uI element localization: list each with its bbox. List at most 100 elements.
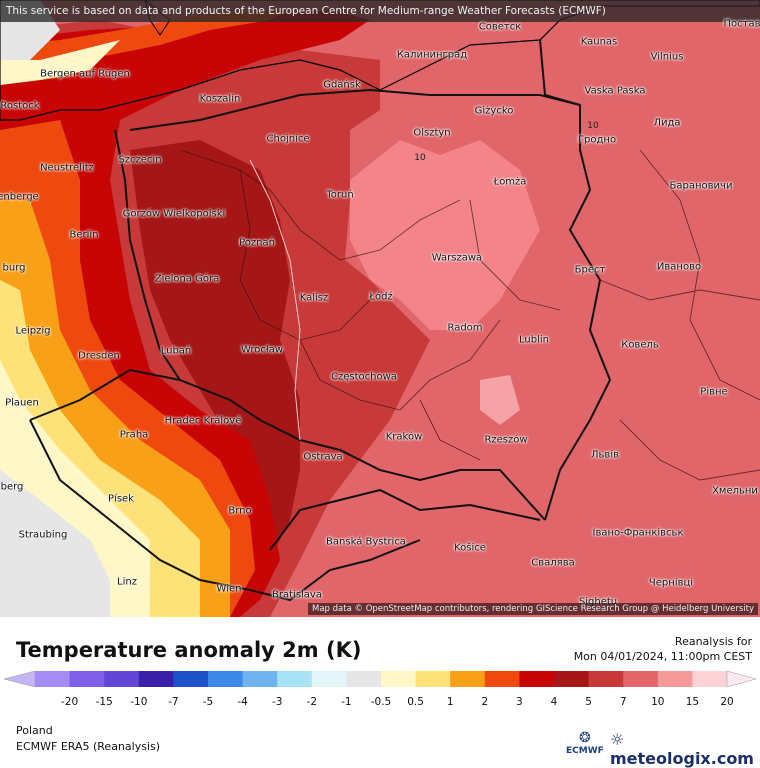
scale-tick-label: 15 xyxy=(685,696,700,708)
city-label: Советск xyxy=(478,21,522,33)
city-label: Kaunas xyxy=(580,36,618,48)
region-label: Poland xyxy=(16,724,53,737)
city-label: Poznań xyxy=(239,237,275,249)
scale-tick-label: -3 xyxy=(271,696,283,708)
city-label: Vaska Paska xyxy=(584,85,646,97)
scale-swatch xyxy=(519,671,555,687)
city-label: Калининград xyxy=(396,49,468,61)
city-label: Toruń xyxy=(326,189,354,201)
scale-swatch xyxy=(311,671,347,687)
city-label: Bratislava xyxy=(272,589,322,601)
city-label: burg xyxy=(2,262,26,274)
scale-swatch xyxy=(173,671,209,687)
ecmwf-logo-text: ECMWF xyxy=(566,746,604,756)
city-label: Neustrelitz xyxy=(40,162,94,174)
city-label: Hradec Králové xyxy=(164,415,242,427)
scale-tick-label: -10 xyxy=(130,696,148,708)
city-label: Лида xyxy=(653,117,681,129)
meteologix-logo[interactable]: ☼ meteologix.com xyxy=(610,730,760,768)
map-attribution: Map data © OpenStreetMap contributors, r… xyxy=(308,603,758,615)
city-label: Kraków xyxy=(385,431,423,443)
scale-swatch xyxy=(277,671,313,687)
city-label: Львів xyxy=(591,449,619,461)
scale-tick-label: -4 xyxy=(237,696,248,708)
scale-tick-label: -15 xyxy=(95,696,113,708)
ecmwf-logo: ❂ ECMWF xyxy=(566,730,604,756)
scale-tick-label: 3 xyxy=(516,696,523,708)
reanalysis-label: Reanalysis for xyxy=(674,635,752,648)
city-label: Chojnice xyxy=(266,133,310,145)
scale-swatch xyxy=(657,671,693,687)
scale-swatch xyxy=(35,671,71,687)
color-scale-bar xyxy=(3,670,757,688)
city-label: Wrocław xyxy=(240,344,284,356)
city-label: enberge xyxy=(0,191,39,203)
city-label: Wien xyxy=(216,583,242,595)
scale-swatch xyxy=(69,671,105,687)
city-label: Брест xyxy=(574,264,606,276)
city-label: Straubing xyxy=(18,529,68,541)
city-label: Radom xyxy=(447,322,483,334)
city-label: Хмельни xyxy=(712,485,758,497)
ecmwf-logo-mark: ❂ xyxy=(579,730,591,746)
city-label: Lublin xyxy=(519,334,549,346)
scale-max-arrow xyxy=(726,670,757,688)
city-label: Dresden xyxy=(78,350,120,362)
scale-tick-label: -5 xyxy=(202,696,214,708)
scale-tick-label: -2 xyxy=(306,696,318,708)
model-label: ECMWF ERA5 (Reanalysis) xyxy=(16,740,161,753)
city-label: Гродно xyxy=(577,134,617,146)
scale-swatch xyxy=(415,671,451,687)
isotherm-value: 10 xyxy=(587,121,599,131)
scale-swatch xyxy=(692,671,728,687)
city-label: Brno xyxy=(228,505,252,517)
scale-tick-label: 7 xyxy=(619,696,627,708)
city-label: Košice xyxy=(454,542,486,554)
scale-tick-label: 0.5 xyxy=(407,696,424,708)
reanalysis-time: Reanalysis for Mon 04/01/2024, 11:00pm C… xyxy=(574,634,752,664)
city-label: Łódź xyxy=(369,291,393,303)
scale-tick-label: 20 xyxy=(720,696,734,708)
legend-title: Temperature anomaly 2m (K) xyxy=(16,638,362,662)
data-source-banner: This service is based on data and produc… xyxy=(0,0,760,22)
meteologix-text: meteologix.com xyxy=(610,749,754,768)
city-label: Koszalin xyxy=(199,93,241,105)
temperature-anomaly-map[interactable]: This service is based on data and produc… xyxy=(0,0,760,617)
city-label: Písek xyxy=(108,493,134,505)
anomaly-field xyxy=(0,0,760,617)
city-label: berg xyxy=(0,481,24,493)
scale-swatch xyxy=(450,671,486,687)
scale-tick-label: -20 xyxy=(61,696,79,708)
city-label: Banská Bystrica xyxy=(326,536,406,548)
city-label: Praha xyxy=(119,429,149,441)
city-label: Kalisz xyxy=(299,292,329,304)
city-label: Szczecin xyxy=(118,154,162,166)
city-label: Gorzów Wielkopolski xyxy=(122,208,226,220)
city-label: Vilnius xyxy=(650,51,684,63)
scale-tick-label: 5 xyxy=(585,696,592,708)
scale-tick-label: 4 xyxy=(550,696,558,708)
scale-tick-label: 1 xyxy=(446,696,454,708)
legend-panel xyxy=(0,617,760,760)
city-label: Częstochowa xyxy=(331,371,397,383)
scale-swatch xyxy=(381,671,417,687)
city-label: Чернівці xyxy=(648,577,694,589)
scale-swatch xyxy=(138,671,174,687)
scale-swatch xyxy=(346,671,382,687)
city-label: Ostrava xyxy=(303,451,343,463)
city-label: Барановичи xyxy=(669,180,733,192)
city-label: Łomża xyxy=(493,176,527,188)
city-label: Ковель xyxy=(621,339,659,351)
city-label: Giżycko xyxy=(474,105,514,117)
city-label: Berlin xyxy=(69,229,99,241)
scale-swatch xyxy=(554,671,590,687)
city-label: Рівне xyxy=(700,386,728,398)
city-label: Иваново xyxy=(656,261,702,273)
city-label: Постав xyxy=(723,18,760,30)
city-label: Sighetu xyxy=(578,596,618,608)
scale-tick-label: 10 xyxy=(651,696,665,708)
isotherm-value: 10 xyxy=(414,153,426,163)
scale-swatch xyxy=(484,671,520,687)
city-label: Rostock xyxy=(0,100,40,112)
city-label: Plauen xyxy=(5,397,39,409)
